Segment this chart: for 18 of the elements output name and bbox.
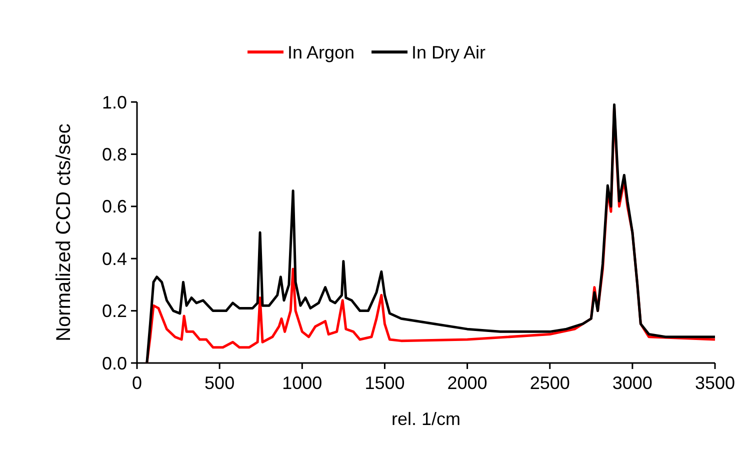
x-tick-label: 3500 xyxy=(694,373,736,393)
y-tick-label: 0.0 xyxy=(102,353,127,374)
x-axis-title: rel. 1/cm xyxy=(391,409,461,429)
y-tick-label: 0.8 xyxy=(102,144,127,164)
y-tick-label: 0.4 xyxy=(102,248,127,269)
x-tick-label: 500 xyxy=(204,373,235,393)
y-tick-label: 1.0 xyxy=(102,92,127,112)
legend-label: In Dry Air xyxy=(412,42,486,62)
y-tick-label: 0.6 xyxy=(102,196,127,217)
x-tick-label: 2500 xyxy=(530,373,570,393)
y-tick-label: 0.2 xyxy=(102,301,127,322)
x-tick-label: 2000 xyxy=(447,373,488,393)
x-tick-label: 1000 xyxy=(282,373,322,393)
x-tick-label: 0 xyxy=(132,373,142,393)
y-axis-title: Normalized CCD cts/sec xyxy=(53,124,75,342)
legend-label: In Argon xyxy=(288,42,355,62)
x-tick-label: 3000 xyxy=(612,373,652,393)
x-tick-label: 1500 xyxy=(364,373,405,393)
